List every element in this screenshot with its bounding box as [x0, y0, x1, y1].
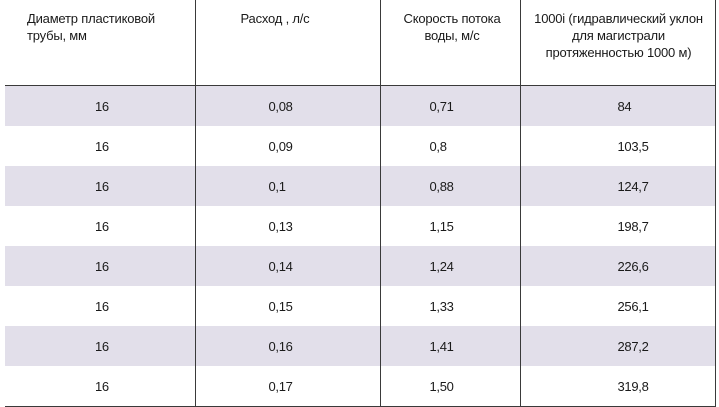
header-pipe-diameter: Диаметр пластиковой трубы, мм: [5, 0, 196, 86]
table-header-row: Диаметр пластиковой трубы, мм Расход , л…: [5, 0, 716, 86]
cell-gradient: 124,7: [520, 166, 716, 206]
table-row: 16 0,09 0,8 103,5: [5, 126, 716, 166]
cell-flow-rate: 0,1: [195, 166, 381, 206]
cell-flow-rate: 0,08: [195, 85, 381, 126]
table-row: 16 0,14 1,24 226,6: [5, 246, 716, 286]
cell-diameter: 16: [5, 166, 196, 206]
cell-diameter: 16: [5, 246, 196, 286]
cell-gradient: 198,7: [520, 206, 716, 246]
cell-gradient: 226,6: [520, 246, 716, 286]
cell-diameter: 16: [5, 206, 196, 246]
cell-flow-rate: 0,13: [195, 206, 381, 246]
pipe-data-table: Диаметр пластиковой трубы, мм Расход , л…: [5, 0, 716, 407]
cell-gradient: 103,5: [520, 126, 716, 166]
cell-gradient: 84: [520, 85, 716, 126]
cell-flow-rate: 0,17: [195, 366, 381, 407]
cell-velocity: 0,88: [380, 166, 521, 206]
cell-velocity: 1,33: [380, 286, 521, 326]
cell-velocity: 1,15: [380, 206, 521, 246]
cell-flow-rate: 0,09: [195, 126, 381, 166]
cell-diameter: 16: [5, 286, 196, 326]
header-flow-velocity: Скорость потока воды, м/с: [380, 0, 521, 86]
header-flow-rate: Расход , л/с: [195, 0, 381, 86]
cell-velocity: 0,8: [380, 126, 521, 166]
cell-velocity: 1,24: [380, 246, 521, 286]
cell-diameter: 16: [5, 126, 196, 166]
table-row: 16 0,16 1,41 287,2: [5, 326, 716, 366]
table-row: 16 0,15 1,33 256,1: [5, 286, 716, 326]
cell-flow-rate: 0,14: [195, 246, 381, 286]
cell-gradient: 287,2: [520, 326, 716, 366]
cell-gradient: 256,1: [520, 286, 716, 326]
cell-flow-rate: 0,15: [195, 286, 381, 326]
cell-velocity: 0,71: [380, 85, 521, 126]
cell-diameter: 16: [5, 326, 196, 366]
cell-flow-rate: 0,16: [195, 326, 381, 366]
cell-diameter: 16: [5, 85, 196, 126]
cell-diameter: 16: [5, 366, 196, 407]
cell-velocity: 1,41: [380, 326, 521, 366]
cell-velocity: 1,50: [380, 366, 521, 407]
table-row: 16 0,13 1,15 198,7: [5, 206, 716, 246]
table-row: 16 0,17 1,50 319,8: [5, 366, 716, 407]
table-row: 16 0,1 0,88 124,7: [5, 166, 716, 206]
header-hydraulic-gradient: 1000i (гидравлический уклон для магистра…: [520, 0, 716, 86]
cell-gradient: 319,8: [520, 366, 716, 407]
table-row: 16 0,08 0,71 84: [5, 85, 716, 126]
